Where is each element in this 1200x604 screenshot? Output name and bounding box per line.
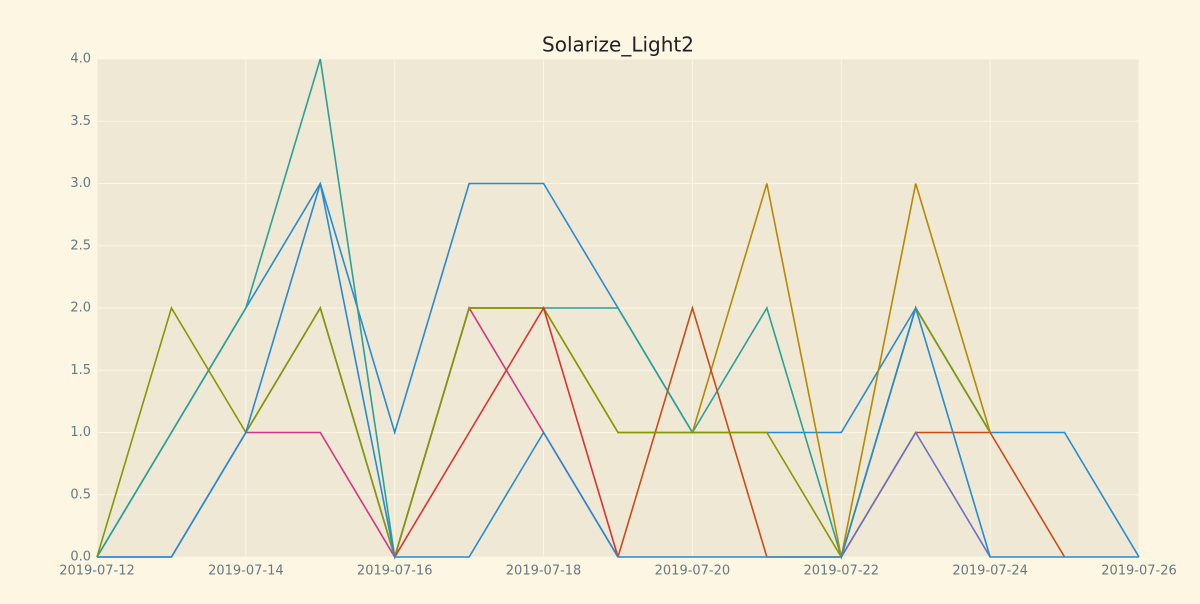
x-tick-label: 2019-07-24 [952, 564, 1028, 579]
y-tick-label: 3.5 [70, 114, 91, 129]
y-tick-label: 0.0 [70, 550, 91, 565]
y-tick-label: 2.5 [70, 238, 91, 253]
y-tick-label: 1.5 [70, 363, 91, 378]
x-tick-label: 2019-07-12 [59, 564, 135, 579]
x-tick-label: 2019-07-16 [357, 564, 433, 579]
chart-title: Solarize_Light2 [542, 33, 694, 57]
x-tick-label: 2019-07-22 [804, 564, 880, 579]
y-tick-label: 3.0 [70, 176, 91, 191]
x-tick-label: 2019-07-20 [655, 564, 731, 579]
y-tick-label: 4.0 [70, 52, 91, 67]
series-line [97, 183, 1139, 558]
y-tick-label: 1.0 [70, 425, 91, 440]
y-tick-label: 2.0 [70, 301, 91, 316]
x-tick-label: 2019-07-18 [506, 564, 582, 579]
x-tick-label: 2019-07-14 [208, 564, 284, 579]
x-tick-label: 2019-07-26 [1101, 564, 1177, 579]
y-tick-label: 0.5 [70, 487, 91, 502]
series-line [394, 306, 619, 558]
